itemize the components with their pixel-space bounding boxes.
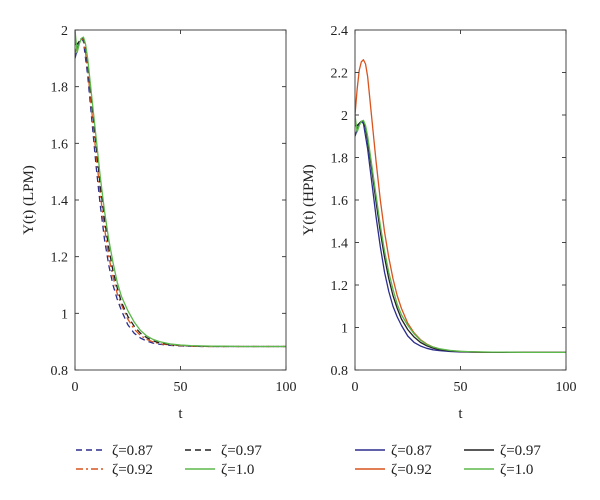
series-line-2 — [75, 37, 286, 348]
legend: ζ=0.87 ζ=0.97 ζ=0.92 ζ=1.0 — [76, 443, 262, 478]
legend-label: ζ=0.97 — [500, 443, 541, 459]
y-axis-label: Y(t) (HPM) — [301, 164, 317, 235]
legend-label: ζ=0.92 — [391, 462, 432, 478]
legend-label: ζ=0.87 — [391, 443, 432, 459]
series-line-1 — [75, 37, 286, 348]
y-tick-label: 2 — [61, 24, 68, 39]
plot-frame — [74, 29, 287, 371]
y-axis-label: Y(t) (LPM) — [21, 165, 37, 235]
chart-panel-1: 0.8 1 1.2 1.4 1.6 1.8 2 0 50 100 t Y(t) (LPM) ζ=0.87… — [21, 24, 297, 478]
x-tick-label: 0 — [72, 380, 79, 395]
y-tick-label: 1.4 — [331, 237, 349, 252]
legend-label: ζ=0.92 — [112, 462, 153, 478]
x-tick-label: 100 — [276, 380, 297, 395]
y-tick-label: 1.8 — [331, 152, 349, 167]
y-tick-label: 0.8 — [331, 364, 349, 379]
legend: ζ=0.87 ζ=0.97 ζ=0.92 ζ=1.0 — [355, 443, 541, 478]
series-line-4 — [75, 30, 286, 348]
y-tick-label: 1.2 — [51, 251, 69, 266]
legend-label: ζ=0.87 — [112, 443, 153, 459]
x-tick-label: 100 — [556, 380, 577, 395]
y-tick-label: 1.2 — [331, 279, 349, 294]
y-tick-label: 0.8 — [51, 364, 69, 379]
y-tick-label: 2.2 — [331, 67, 349, 82]
legend-label: ζ=1.0 — [500, 462, 533, 478]
y-tick-label: 1.6 — [331, 194, 349, 209]
legend-label: ζ=1.0 — [221, 462, 254, 478]
x-tick-label: 0 — [352, 380, 359, 395]
y-tick-label: 1.4 — [51, 194, 69, 209]
x-axis-label: t — [458, 406, 463, 422]
chart-panel-2: 0.8 1 1.2 1.4 1.6 1.8 2 2.2 2.4 0 50 100 t Y(t) (HPM)… — [301, 24, 577, 478]
y-tick-label: 2 — [341, 109, 348, 124]
x-axis-label: t — [178, 406, 183, 422]
y-tick-label: 2.4 — [331, 24, 349, 39]
y-tick-label: 1.8 — [51, 81, 69, 96]
legend-label: ζ=0.97 — [221, 443, 262, 459]
series-line-1 — [355, 120, 566, 354]
series-line-4 — [355, 114, 566, 354]
y-tick-label: 1 — [341, 322, 348, 337]
series-line-2 — [355, 59, 566, 354]
y-tick-label: 1.6 — [51, 137, 69, 152]
x-tick-label: 50 — [174, 380, 188, 395]
plot-frame — [354, 29, 567, 371]
x-tick-label: 50 — [454, 380, 468, 395]
y-tick-label: 1 — [61, 307, 68, 322]
series-line-3 — [355, 120, 566, 354]
series-line-3 — [75, 37, 286, 348]
